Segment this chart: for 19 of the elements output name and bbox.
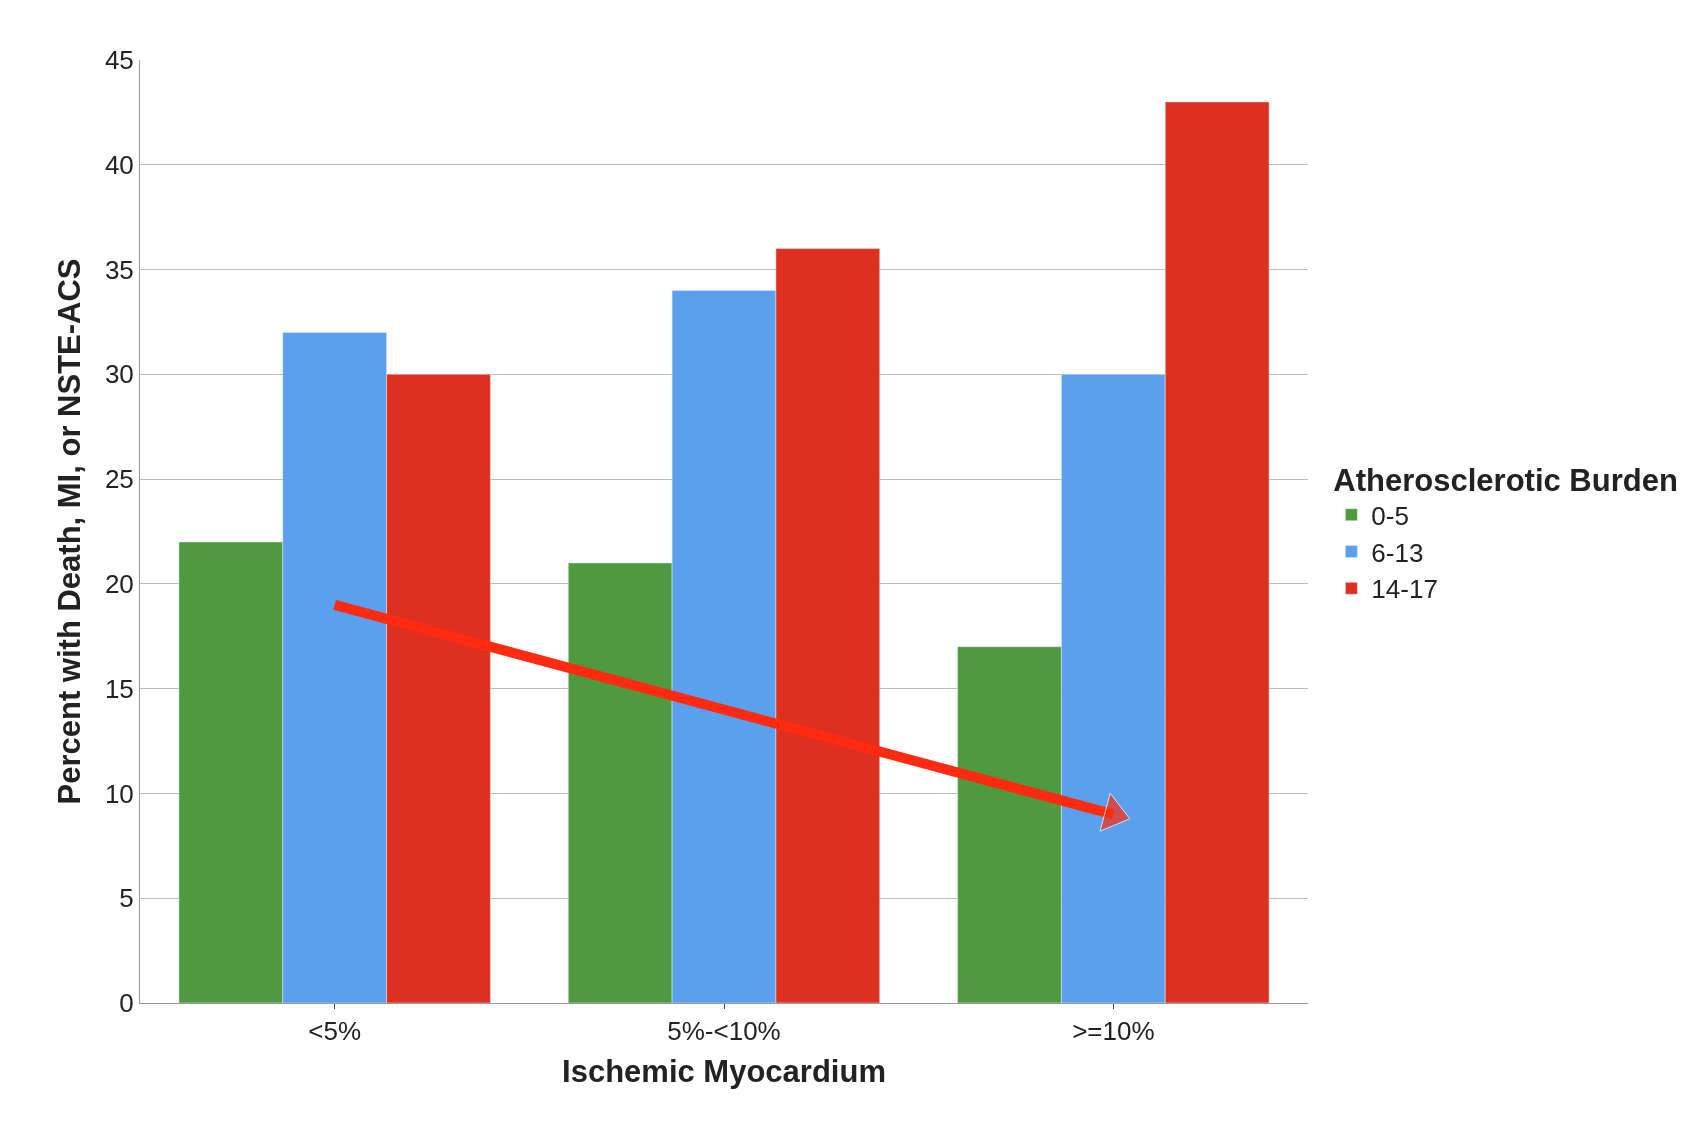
- y-tick-label: 35: [104, 254, 134, 285]
- y-tick-label: 45: [104, 45, 134, 76]
- y-tick-label: 15: [104, 673, 134, 704]
- x-tick-label: >=10%: [1072, 1016, 1155, 1047]
- legend-label: 0-5: [1371, 500, 1409, 531]
- x-tick-label: 5%-<10%: [667, 1016, 781, 1047]
- x-tick-label: <5%: [308, 1016, 362, 1047]
- y-tick-label: 10: [104, 778, 134, 809]
- y-tick-label: 30: [104, 359, 134, 390]
- legend-label: 14-17: [1371, 574, 1438, 605]
- y-tick-label: 20: [104, 568, 134, 599]
- y-tick-label: 5: [119, 883, 134, 914]
- y-axis-title: Percent with Death, MI, or NSTE-ACS: [51, 258, 87, 805]
- y-tick-label: 25: [104, 464, 134, 495]
- legend-label: 6-13: [1371, 537, 1424, 568]
- x-axis-title: Ischemic Myocardium: [562, 1054, 886, 1090]
- y-tick-label: 40: [104, 149, 134, 180]
- legend-title: Atherosclerotic Burden: [1333, 463, 1678, 499]
- y-tick-label: 0: [119, 988, 134, 1019]
